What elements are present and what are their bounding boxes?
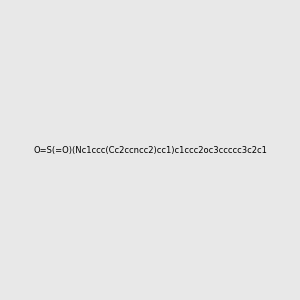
Text: O=S(=O)(Nc1ccc(Cc2ccncc2)cc1)c1ccc2oc3ccccc3c2c1: O=S(=O)(Nc1ccc(Cc2ccncc2)cc1)c1ccc2oc3cc… xyxy=(33,146,267,154)
